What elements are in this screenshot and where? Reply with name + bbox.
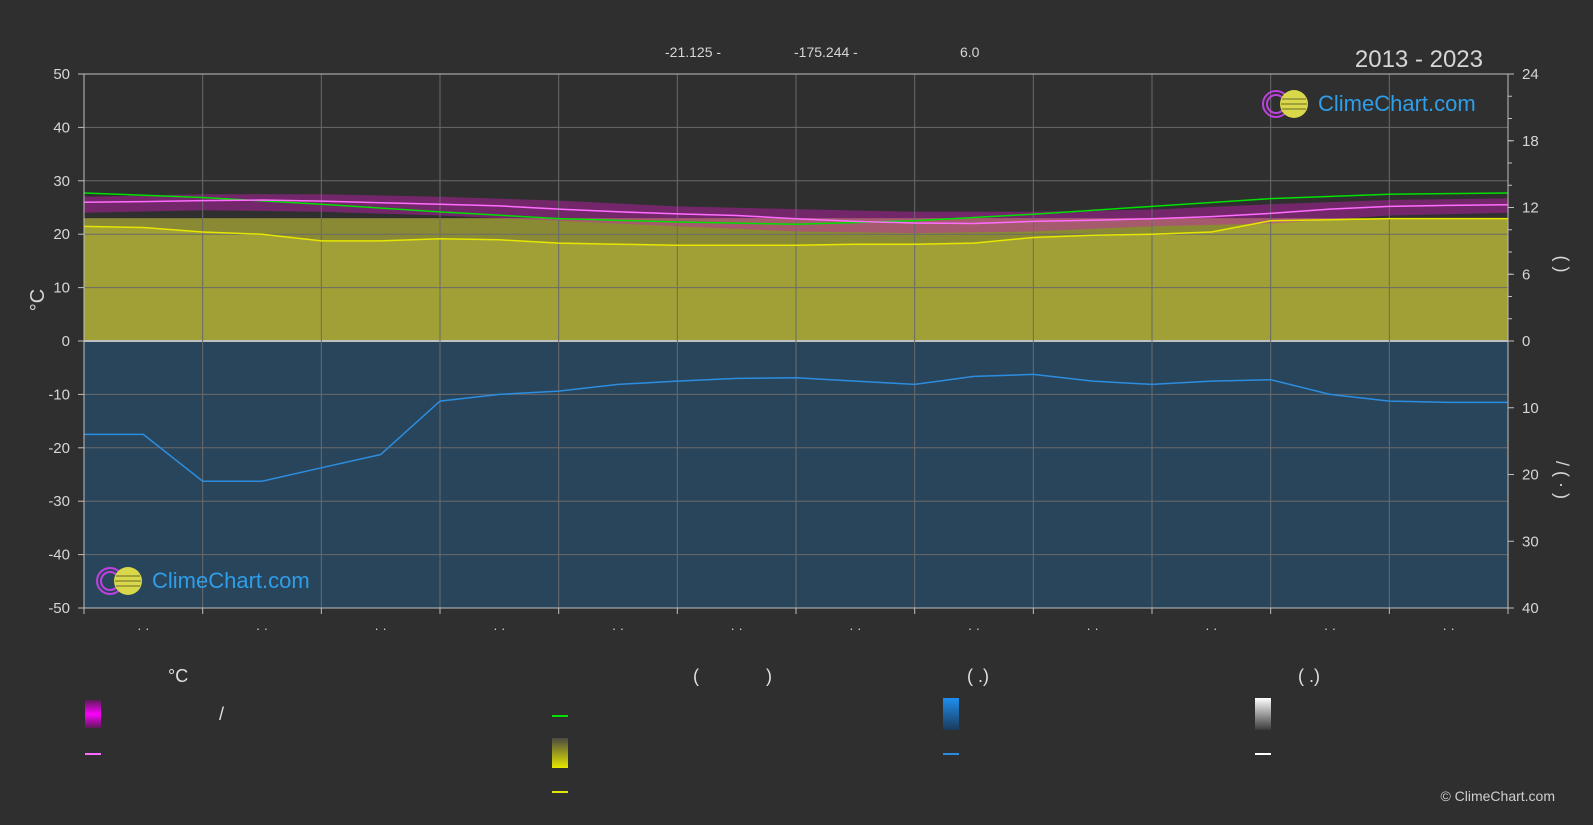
x-tick-label: · · [137,621,149,636]
legend-snow-header: ( .) [1298,666,1320,686]
x-tick-label: · · [375,621,387,636]
x-tick-label: · · [968,621,980,636]
y-right-top-tick-label: 24 [1522,66,1539,83]
y-right-top-tick-label: 0 [1522,333,1530,350]
y-left-tick-label: 40 [53,119,70,136]
temperature-mean-line [83,199,1509,225]
legend-snow-swatch [1255,698,1271,730]
x-tick-label: · · [1324,621,1336,636]
legend-temp-mean-line [85,753,101,755]
x-tick-label: · · [1087,621,1099,636]
latitude-label: -21.125 - [665,44,722,60]
y-right-top-tick-label: 12 [1522,200,1539,217]
series-lines-group [83,192,1509,482]
legend-precip-swatch [943,698,959,730]
logo-bottom[interactable]: ClimeChart.com [94,565,310,597]
y-left-tick-label: 20 [53,226,70,243]
y-right-bottom-tick-label: 10 [1522,400,1539,417]
copyright-text: © ClimeChart.com [1440,788,1555,804]
x-tick-label: · · [849,621,861,636]
x-tick-label: · · [731,621,743,636]
legend-temp-range-swatch [85,700,101,728]
y-left-tick-label: 50 [53,66,70,83]
precipitation-line [84,373,1508,482]
x-tick-label: · · [1205,621,1217,636]
axes-group: 50 40 30 20 10 0 -10 -20 -30 -40 -50 24 18 12 6 0 10 20 30… [48,66,1538,636]
x-tick-label: · · [256,621,268,636]
elevation-label: 6.0 [960,44,980,60]
x-tick-label: · · [1443,621,1455,636]
y-right-top-tick-label: 6 [1522,266,1530,283]
climechart-logo-icon [96,567,142,595]
x-tick-label: · · [493,621,505,636]
y-axis-left-label: °C [27,289,49,311]
legend-sun-hours-line [552,791,568,793]
y-left-tick-label: -50 [48,600,70,617]
y-left-tick-label: 30 [53,173,70,190]
y-axis-right-top-label: ( ) [1552,256,1572,273]
sun-hours-line [83,217,1508,247]
legend-precip-line [943,753,959,755]
legend-sun-hours-swatch [552,738,568,768]
y-left-tick-label: 0 [62,333,70,350]
y-axis-right-bottom-label: / ( · ) [1552,461,1572,499]
logo-text: ClimeChart.com [1318,91,1476,116]
x-tick-label: · · [612,621,624,636]
legend-temp-range-slash: / [219,704,225,724]
y-left-tick-label: -10 [48,386,70,403]
daylight-line [83,192,1509,225]
longitude-label: -175.244 - [794,44,858,60]
logo-top[interactable]: ClimeChart.com [1260,88,1476,120]
period-label: 2013 - 2023 [1354,46,1483,73]
y-right-top-tick-label: 18 [1522,133,1539,150]
logo-text: ClimeChart.com [152,568,310,593]
y-right-bottom-tick-label: 20 [1522,467,1539,484]
climechart-logo-icon [1262,90,1308,118]
legend-precip-header: ( .) [967,666,989,686]
y-right-bottom-tick-label: 30 [1522,533,1539,550]
y-left-tick-label: 10 [53,280,70,297]
y-left-tick-label: -20 [48,440,70,457]
y-left-tick-label: -40 [48,547,70,564]
y-right-bottom-tick-label: 40 [1522,600,1539,617]
legend-sun-header-close: ) [766,666,772,686]
legend-sun-header-open: ( [693,666,699,686]
legend-daylight-line [552,715,568,717]
y-left-tick-label: -30 [48,493,70,510]
legend-temperature-header: °C [168,666,189,686]
legend-snow-line [1255,753,1271,755]
